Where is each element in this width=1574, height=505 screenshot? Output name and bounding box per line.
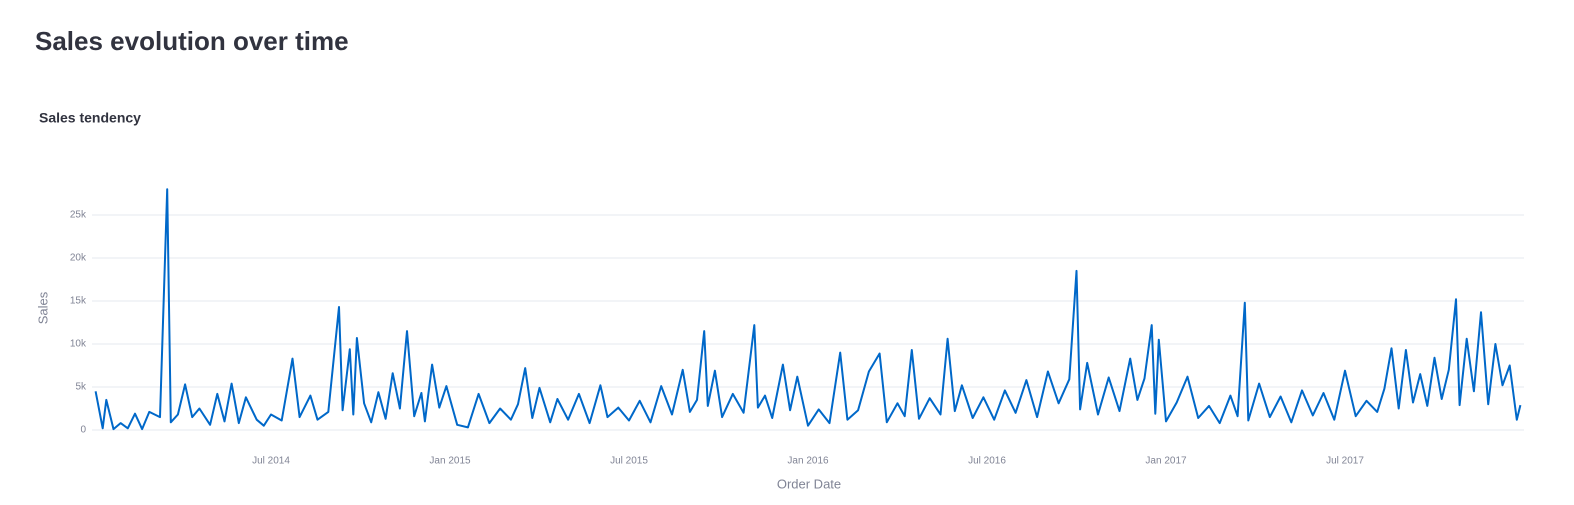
y-tick-label: 20k (70, 253, 87, 264)
y-tick-label: 25k (70, 210, 87, 221)
x-tick-label: Jul 2014 (252, 456, 290, 467)
x-tick-label: Jul 2016 (968, 456, 1006, 467)
page-title: Sales evolution over time (35, 26, 349, 56)
x-tick-label: Jul 2015 (610, 456, 648, 467)
x-tick-label: Jul 2017 (1326, 456, 1364, 467)
y-tick-label: 0 (80, 425, 86, 436)
y-tick-label: 15k (70, 296, 87, 307)
x-tick-label: Jan 2016 (787, 456, 829, 467)
y-axis-title: Sales (35, 291, 50, 324)
x-axis-title: Order Date (777, 476, 841, 491)
x-tick-label: Jan 2017 (1145, 456, 1187, 467)
y-tick-label: 10k (70, 339, 87, 350)
x-tick-label: Jan 2015 (429, 456, 471, 467)
chart-title: Sales tendency (39, 110, 141, 126)
sales-line (94, 188, 1522, 431)
y-tick-label: 5k (75, 382, 87, 393)
